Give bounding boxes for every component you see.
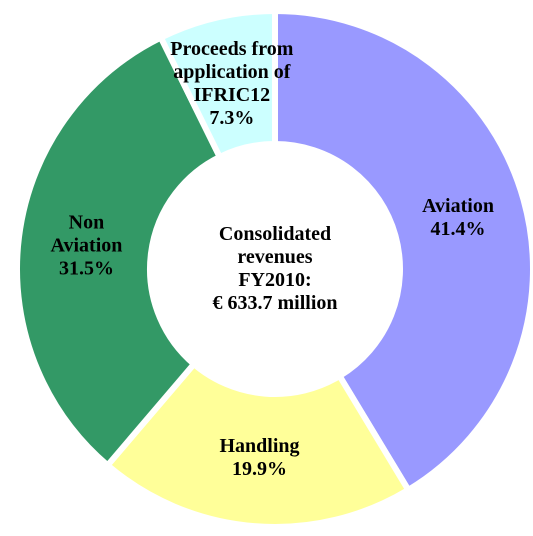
slice <box>14 33 224 470</box>
slice-label: Aviation 41.4% <box>388 195 528 241</box>
slice <box>103 359 413 530</box>
value-label: 7.3% <box>209 106 255 129</box>
center-line: revenues <box>237 246 313 268</box>
slice <box>156 7 278 161</box>
center-line: Consolidated <box>218 223 332 245</box>
category-label: Non Aviation <box>50 211 123 256</box>
center-label: Consolidated revenues FY2010: € 633.7 milli… <box>165 223 385 315</box>
category-label: Handling <box>219 435 300 458</box>
slice-label: Proceeds from application of IFRIC12 7.3% <box>152 38 312 130</box>
center-line: FY2010: <box>238 269 312 291</box>
value-label: 19.9% <box>232 458 287 481</box>
slice-label: Handling 19.9% <box>190 435 330 481</box>
value-label: 31.5% <box>58 257 114 279</box>
category-label: Aviation <box>422 195 494 218</box>
slice-label: Non Aviation 31.5% <box>46 211 126 280</box>
category-label: Proceeds from application of IFRIC12 <box>170 37 294 106</box>
slice <box>272 7 533 495</box>
center-line: € 633.7 million <box>212 292 338 314</box>
value-label: 41.4% <box>430 218 486 241</box>
